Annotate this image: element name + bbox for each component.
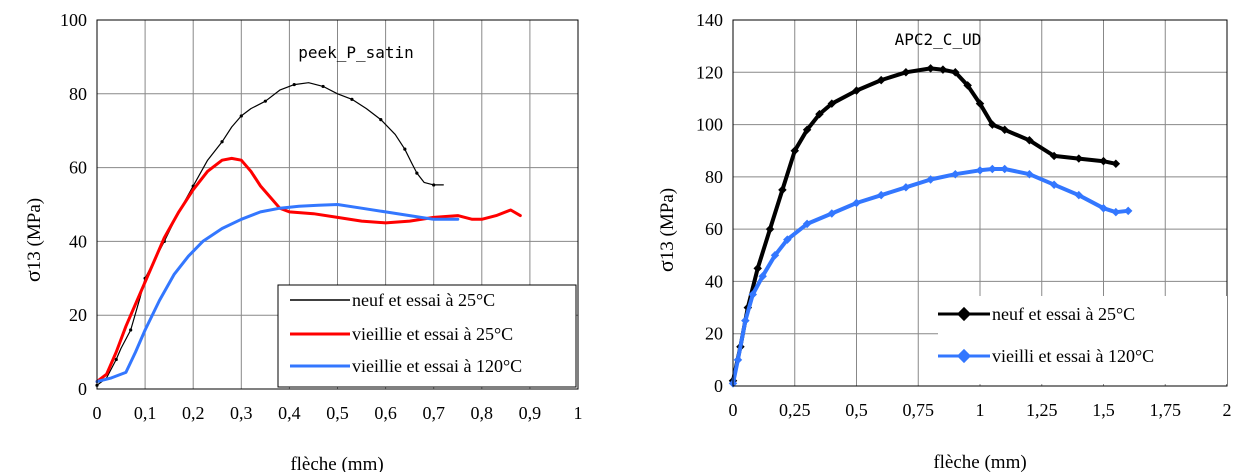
x-tick-label: 1: [976, 400, 985, 420]
chart-peek-p-satin: 0 0,1 0,2 0,3 0,4 0,5 0,6 0,7 0,8 0,9 1 0 20 40 60 80 10…: [20, 10, 583, 472]
y-axis-label: σ13 (MPa): [20, 198, 45, 282]
data-point: [220, 140, 224, 144]
legend-label-vieillie-120: vieillie et essai à 120°C: [352, 356, 522, 376]
x-tick-label: 1,75: [1150, 400, 1182, 420]
data-point: [758, 271, 767, 281]
data-point: [432, 183, 436, 187]
x-tick-label: 0,25: [779, 400, 811, 420]
data-point: [292, 82, 296, 87]
series-line-1: [95, 156, 522, 384]
plot-frame: [732, 19, 1228, 387]
y-tick-label: 40: [705, 271, 723, 291]
y-tick-label: 120: [696, 62, 723, 82]
x-tick-label: 0,6: [374, 403, 397, 423]
data-point: [350, 97, 354, 101]
data-point: [415, 171, 419, 175]
y-tick-label: 20: [705, 324, 723, 344]
sigma-symbol: σ: [20, 270, 45, 282]
sigma-symbol: σ: [653, 260, 678, 272]
y-axis-label-rest: 13 (MPa): [24, 198, 45, 270]
legend-box: [938, 296, 1227, 384]
svg-text:σ13 (MPa): σ13 (MPa): [20, 198, 45, 282]
data-point: [379, 118, 383, 122]
x-tick-label: 0,3: [230, 403, 253, 423]
y-tick-label: 100: [696, 115, 723, 135]
y-tick-label: 100: [60, 10, 87, 30]
legend-marker-vieilli-120: [956, 348, 972, 364]
legend-label-vieilli-120: vieilli et essai à 120°C: [992, 346, 1154, 366]
x-tick-label: 1: [574, 403, 583, 423]
y-tick-label: 80: [705, 167, 723, 187]
data-point: [129, 328, 133, 332]
data-point: [114, 357, 118, 362]
y-tick-label: 0: [78, 379, 87, 399]
legend-label-neuf: neuf et essai à 25°C: [992, 304, 1135, 324]
x-tick-label: 0,4: [278, 403, 301, 423]
legend: neuf et essai à 25°C vieillie et essai à…: [277, 284, 577, 388]
series-line-2: [95, 203, 460, 384]
data-point: [263, 99, 267, 103]
x-tick-label: 0: [729, 400, 738, 420]
legend-label-vieillie-25: vieillie et essai à 25°C: [352, 324, 513, 344]
x-tick-label: 0,8: [471, 403, 494, 423]
x-tick-label: 1,5: [1092, 400, 1115, 420]
x-tick-label: 0: [93, 403, 102, 423]
legend-box: [277, 284, 577, 388]
legend-label-neuf: neuf et essai à 25°C: [352, 290, 495, 310]
y-tick-label: 20: [69, 305, 87, 325]
data-point: [753, 264, 762, 273]
x-tick-label: 0,5: [326, 403, 349, 423]
svg-text:σ13 (MPa): σ13 (MPa): [653, 188, 678, 272]
data-point: [239, 114, 243, 118]
chart-title: APC2_C_UD: [895, 30, 982, 49]
x-tick-label: 0,7: [422, 403, 445, 423]
x-tick-label: 2: [1223, 400, 1232, 420]
plot-frame: [96, 19, 579, 390]
data-point: [321, 84, 325, 89]
y-axis-label-rest: 13 (MPa): [657, 188, 678, 260]
x-tick-label: 0,75: [903, 400, 935, 420]
x-tick-label: 0,1: [134, 403, 157, 423]
y-tick-label: 80: [69, 84, 87, 104]
y-tick-label: 140: [696, 10, 723, 30]
legend: neuf et essai à 25°C vieilli et essai à …: [938, 296, 1227, 384]
y-axis-label: σ13 (MPa): [653, 188, 678, 272]
x-tick-label: 0,9: [519, 403, 542, 423]
chart-title: peek_P_satin: [298, 43, 414, 62]
y-tick-label: 0: [714, 376, 723, 396]
x-tick-label: 0,5: [845, 400, 868, 420]
legend-marker-neuf: [956, 306, 972, 322]
data-point: [403, 147, 407, 151]
data-point: [741, 316, 750, 325]
chart-apc2-c-ud: 0 0,25 0,5 0,75 1 1,25 1,5 1,75 2020406080100120…: [653, 10, 1232, 472]
x-tick-label: 1,25: [1026, 400, 1058, 420]
data-point: [733, 355, 743, 365]
y-tick-label: 60: [705, 219, 723, 239]
y-tick-label: 40: [69, 231, 87, 251]
y-tick-label: 60: [69, 158, 87, 178]
x-tick-label: 0,2: [182, 403, 205, 423]
data-point: [748, 290, 758, 299]
x-axis-label: flèche (mm): [290, 454, 383, 472]
x-axis-label: flèche (mm): [933, 452, 1026, 472]
